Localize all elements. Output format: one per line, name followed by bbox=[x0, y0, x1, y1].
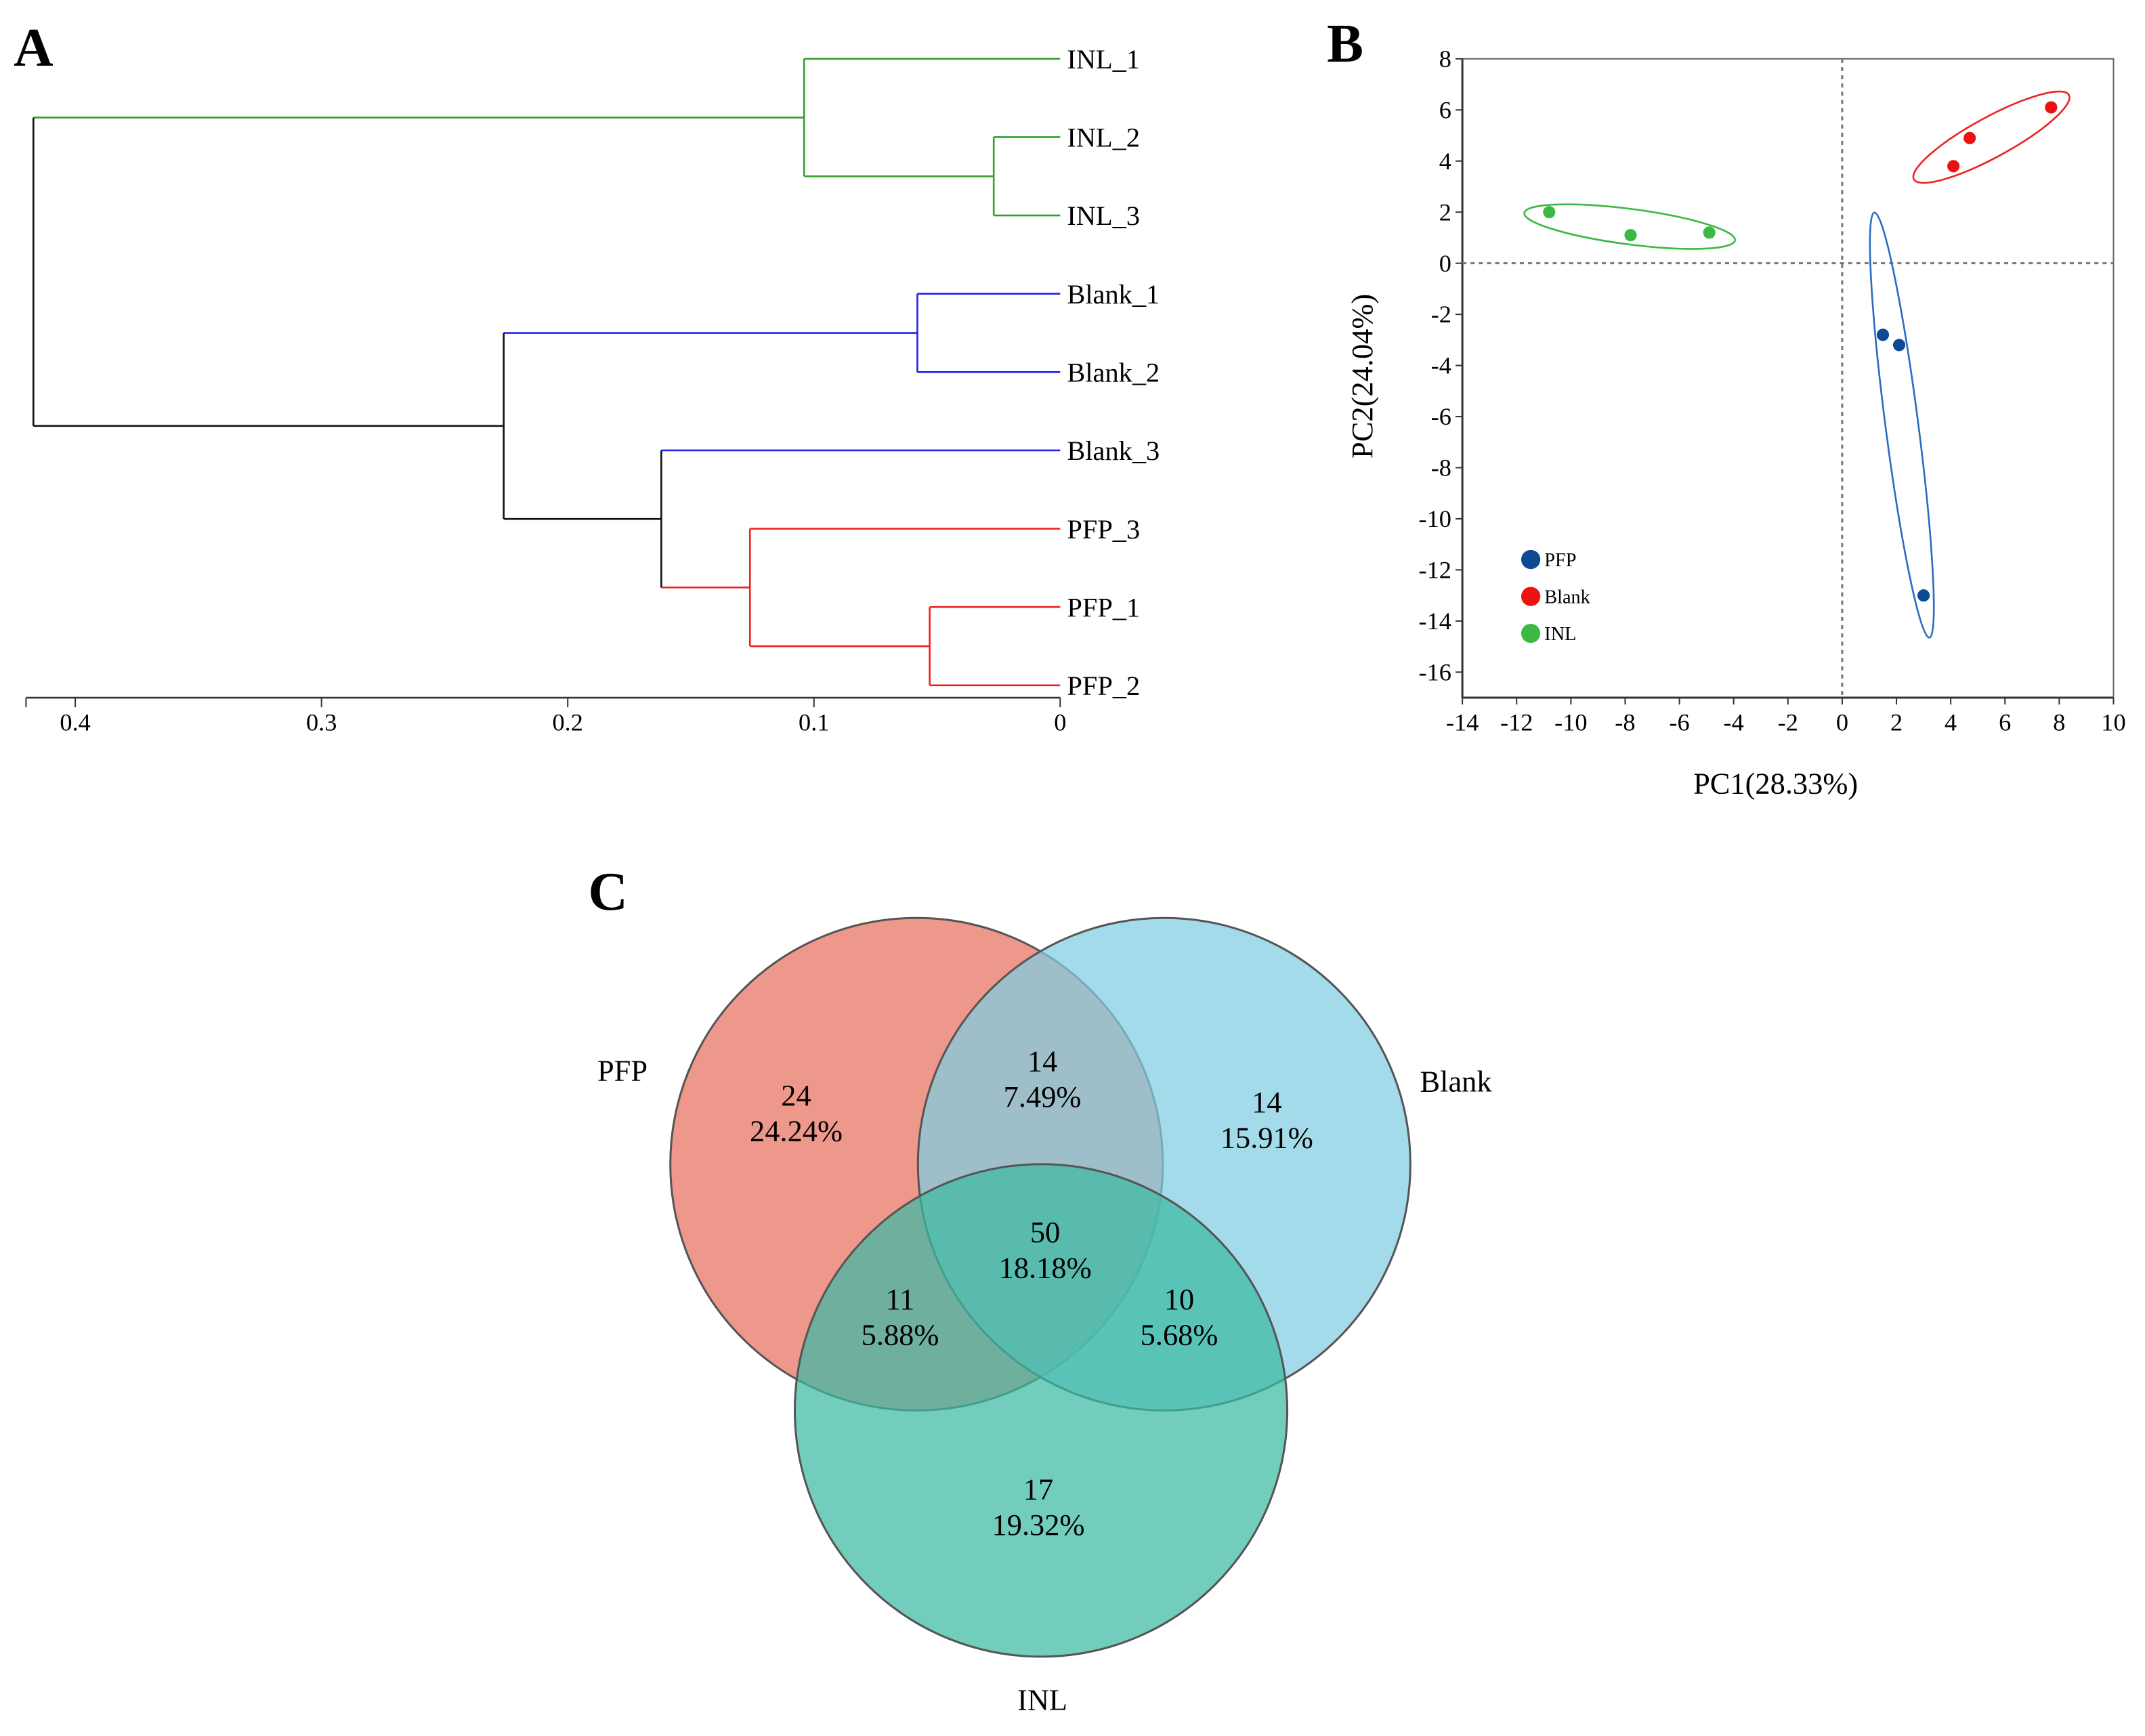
venn-region-count: 10 bbox=[1164, 1282, 1194, 1316]
x-tick-label: -12 bbox=[1500, 709, 1533, 736]
axis-tick-label: 0.2 bbox=[553, 709, 583, 736]
x-tick-label: 4 bbox=[1945, 709, 1957, 736]
x-tick-label: -4 bbox=[1724, 709, 1744, 736]
x-tick-label: -8 bbox=[1615, 709, 1635, 736]
venn-region-count: 24 bbox=[781, 1078, 811, 1112]
x-tick-label: 8 bbox=[2053, 709, 2065, 736]
y-axis-label: PC2(24.04%) bbox=[1345, 294, 1379, 459]
data-point-inl bbox=[1624, 229, 1637, 242]
leaf-label: INL_1 bbox=[1067, 44, 1140, 75]
data-point-blank bbox=[2045, 101, 2058, 114]
data-point-blank bbox=[1963, 131, 1976, 144]
y-tick-label: -8 bbox=[1431, 454, 1451, 482]
axis-tick-label: 0 bbox=[1054, 709, 1066, 736]
venn-region-percent: 18.18% bbox=[999, 1250, 1092, 1284]
legend-label: Blank bbox=[1544, 587, 1590, 608]
venn-region-percent: 5.88% bbox=[862, 1317, 939, 1351]
venn-region-percent: 24.24% bbox=[750, 1114, 843, 1147]
venn-circle-inl bbox=[793, 1163, 1289, 1658]
data-point-pfp bbox=[1876, 329, 1890, 341]
venn-region-count: 50 bbox=[1030, 1215, 1060, 1249]
legend-label: PFP bbox=[1544, 550, 1576, 571]
y-tick-label: 4 bbox=[1439, 148, 1451, 175]
venn-region-percent: 19.32% bbox=[992, 1508, 1085, 1542]
x-tick-label: 6 bbox=[1999, 709, 2011, 736]
x-tick-label: 2 bbox=[1890, 709, 1903, 736]
leaf-label: PFP_2 bbox=[1067, 671, 1140, 701]
y-tick-label: 0 bbox=[1439, 250, 1451, 277]
leaf-label: INL_3 bbox=[1067, 200, 1140, 231]
y-tick-label: -6 bbox=[1431, 403, 1451, 430]
venn-region-percent: 5.68% bbox=[1141, 1317, 1218, 1351]
data-point-inl bbox=[1703, 226, 1716, 239]
y-tick-label: -4 bbox=[1431, 352, 1451, 379]
axis-tick-label: 0.4 bbox=[60, 709, 90, 736]
leaf-label: INL_2 bbox=[1067, 123, 1140, 153]
data-point-blank bbox=[1947, 160, 1960, 173]
y-tick-label: -2 bbox=[1431, 301, 1451, 328]
y-tick-label: -14 bbox=[1419, 608, 1451, 635]
venn-region-count: 14 bbox=[1027, 1044, 1057, 1078]
y-tick-label: -12 bbox=[1419, 557, 1451, 584]
legend-label: INL bbox=[1544, 624, 1576, 645]
venn-region-count: 14 bbox=[1252, 1085, 1281, 1119]
venn-region-count: 17 bbox=[1023, 1473, 1053, 1506]
confidence-ellipse-inl bbox=[1523, 203, 1737, 250]
data-point-inl bbox=[1543, 206, 1556, 219]
confidence-ellipse-blank bbox=[1912, 90, 2070, 184]
panel-b-pca-scatter: B PC1(28.33%) PC2(24.04%) -14 -12 -10 -8 -6 -… bbox=[1327, 14, 2125, 801]
data-point-pfp bbox=[1892, 339, 1906, 352]
venn-region-percent: 15.91% bbox=[1220, 1121, 1313, 1155]
y-tick-label: 6 bbox=[1439, 96, 1451, 123]
x-tick-label: -2 bbox=[1778, 709, 1798, 736]
leaf-label: Blank_3 bbox=[1067, 436, 1160, 466]
leaf-label: Blank_2 bbox=[1067, 357, 1160, 387]
data-point-pfp bbox=[1917, 589, 1930, 602]
y-tick-label: -16 bbox=[1419, 658, 1451, 685]
axis-tick-label: 0.1 bbox=[799, 709, 829, 736]
confidence-ellipse-pfp bbox=[1869, 211, 1935, 639]
venn-set-label: INL bbox=[1017, 1683, 1067, 1717]
x-tick-label: 10 bbox=[2101, 709, 2125, 736]
y-tick-label: -10 bbox=[1419, 505, 1451, 532]
panel-a-label: A bbox=[14, 18, 53, 78]
y-tick-label: 2 bbox=[1439, 198, 1451, 226]
venn-region-percent: 7.49% bbox=[1004, 1080, 1082, 1114]
venn-region-count: 11 bbox=[886, 1282, 915, 1316]
venn-set-label: PFP bbox=[597, 1054, 647, 1088]
x-tick-label: -10 bbox=[1554, 709, 1587, 736]
leaf-label: Blank_1 bbox=[1067, 279, 1160, 310]
x-tick-label: -14 bbox=[1446, 709, 1479, 736]
legend-marker-pfp bbox=[1521, 549, 1541, 570]
leaf-label: PFP_3 bbox=[1067, 514, 1140, 545]
x-axis-label: PC1(28.33%) bbox=[1693, 766, 1858, 800]
panel-c-label: C bbox=[589, 862, 628, 922]
x-tick-label: -6 bbox=[1669, 709, 1689, 736]
legend-marker-blank bbox=[1521, 587, 1541, 606]
venn-set-label: Blank bbox=[1420, 1065, 1493, 1099]
legend-marker-inl bbox=[1521, 623, 1541, 643]
y-tick-label: 8 bbox=[1439, 45, 1451, 72]
panel-b-label: B bbox=[1327, 14, 1363, 74]
x-tick-label: 0 bbox=[1836, 709, 1848, 736]
axis-tick-label: 0.3 bbox=[306, 709, 337, 736]
leaf-label: PFP_1 bbox=[1067, 592, 1140, 622]
panel-a-dendrogram: A INL_1 INL_2 INL_3 Blank_1 Blank_2 Blank_3 PF… bbox=[14, 18, 1160, 736]
